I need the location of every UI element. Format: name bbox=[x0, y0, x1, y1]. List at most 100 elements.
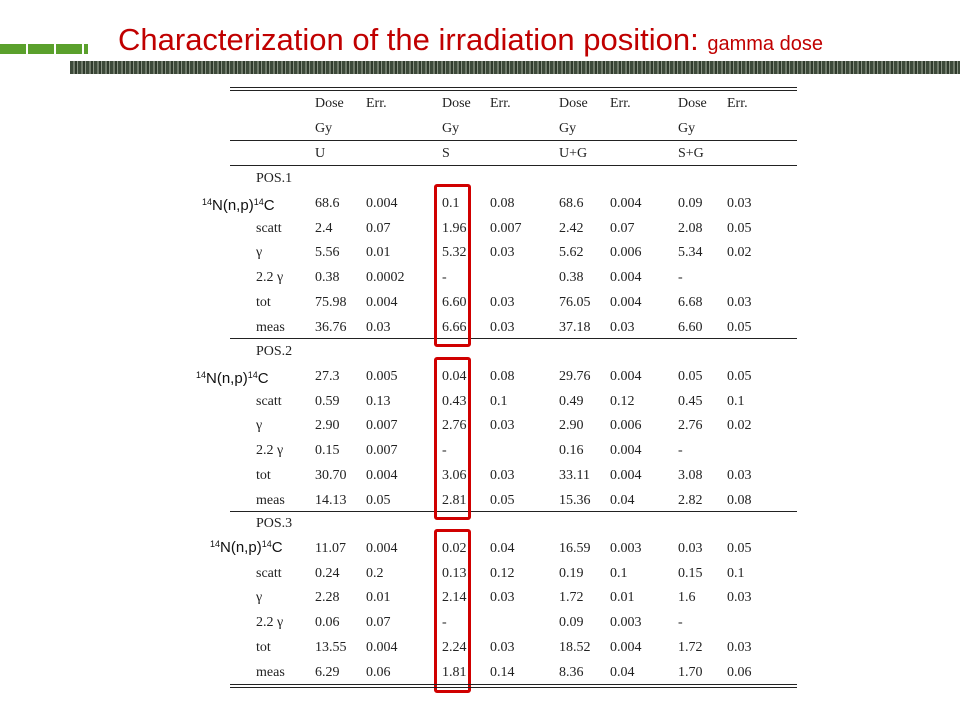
table-cell: 0.01 bbox=[366, 245, 391, 260]
slide-title-sub: gamma dose bbox=[707, 33, 823, 55]
table-cell: 3.08 bbox=[678, 468, 703, 483]
table-cell: 0.1 bbox=[490, 394, 508, 409]
table-cell: 0.0002 bbox=[366, 270, 405, 285]
table-cell: 0.004 bbox=[610, 270, 642, 285]
header-cell: Err. bbox=[366, 96, 387, 111]
decorative-header-bar bbox=[70, 61, 960, 74]
table-cell: 0.006 bbox=[610, 418, 642, 433]
table-cell: - bbox=[678, 443, 683, 458]
table-cell: 0.2 bbox=[366, 566, 384, 581]
row-label: tot bbox=[256, 468, 271, 483]
table-cell: 0.003 bbox=[610, 615, 642, 630]
table-cell: 0.07 bbox=[366, 221, 391, 236]
table-cell: 0.07 bbox=[610, 221, 635, 236]
table-cell: 68.6 bbox=[315, 196, 340, 211]
table-cell: 0.01 bbox=[610, 590, 635, 605]
header-cell: Gy bbox=[315, 121, 333, 136]
table-cell: 0.15 bbox=[315, 443, 340, 458]
table-cell: 33.11 bbox=[559, 468, 590, 483]
table-cell: 0.004 bbox=[610, 468, 642, 483]
green-accent-bar bbox=[0, 44, 88, 54]
table-cell: 14.13 bbox=[315, 493, 347, 508]
table-cell: - bbox=[442, 615, 447, 630]
table-cell: 0.005 bbox=[366, 369, 398, 384]
table-cell: 0.004 bbox=[366, 541, 398, 556]
section-divider bbox=[230, 511, 797, 512]
table-cell: 0.38 bbox=[315, 270, 340, 285]
table-cell: 0.15 bbox=[678, 566, 703, 581]
table-cell: 0.43 bbox=[442, 394, 467, 409]
table-cell: 0.04 bbox=[490, 541, 515, 556]
table-cell: 2.4 bbox=[315, 221, 333, 236]
table-cell: 0.1 bbox=[610, 566, 628, 581]
table-cell: 0.03 bbox=[490, 295, 515, 310]
table-cell: 0.05 bbox=[727, 320, 752, 335]
table-cell: 6.66 bbox=[442, 320, 467, 335]
table-cell: 0.07 bbox=[366, 615, 391, 630]
table-cell: 0.12 bbox=[610, 394, 635, 409]
table-cell: 0.004 bbox=[610, 369, 642, 384]
table-cell: 0.05 bbox=[490, 493, 515, 508]
table-cell: 0.13 bbox=[442, 566, 467, 581]
header-cell: Gy bbox=[678, 121, 696, 136]
table-cell: 3.06 bbox=[442, 468, 467, 483]
table-cell: 2.90 bbox=[559, 418, 584, 433]
header-cell: Dose bbox=[315, 96, 344, 111]
table-cell: - bbox=[442, 270, 447, 285]
row-label: scatt bbox=[256, 221, 282, 236]
header-cell: S bbox=[442, 146, 450, 161]
table-cell: 0.004 bbox=[610, 196, 642, 211]
table-cell: 0.08 bbox=[490, 369, 515, 384]
table-cell: 0.02 bbox=[442, 541, 467, 556]
row-label: meas bbox=[256, 493, 285, 508]
table-cell: 0.05 bbox=[727, 541, 752, 556]
table-cell: 0.49 bbox=[559, 394, 584, 409]
table-cell: 15.36 bbox=[559, 493, 591, 508]
table-cell: 0.45 bbox=[678, 394, 703, 409]
row-label: 2.2 γ bbox=[256, 270, 284, 285]
table-cell: 0.004 bbox=[366, 468, 398, 483]
table-cell: 6.60 bbox=[678, 320, 703, 335]
row-label: scatt bbox=[256, 566, 282, 581]
table-cell: 0.03 bbox=[490, 468, 515, 483]
table-cell: 16.59 bbox=[559, 541, 591, 556]
table-cell: 0.14 bbox=[490, 665, 515, 680]
section-title: POS.3 bbox=[256, 516, 293, 531]
table-cell: 1.72 bbox=[678, 640, 703, 655]
table-top-rule bbox=[230, 87, 797, 88]
table-cell: 0.006 bbox=[610, 245, 642, 260]
table-cell: 0.06 bbox=[315, 615, 340, 630]
table-cell: 27.3 bbox=[315, 369, 340, 384]
table-cell: 8.36 bbox=[559, 665, 584, 680]
row-label: meas bbox=[256, 665, 285, 680]
table-cell: 2.28 bbox=[315, 590, 340, 605]
header-cell: Err. bbox=[727, 96, 748, 111]
table-cell: - bbox=[678, 270, 683, 285]
table-cell: 6.29 bbox=[315, 665, 340, 680]
section-divider bbox=[230, 338, 797, 339]
table-cell: 0.004 bbox=[610, 295, 642, 310]
row-label: scatt bbox=[256, 394, 282, 409]
reaction-label: 14N(n,p)14C bbox=[202, 197, 275, 214]
table-bottom-rule-2 bbox=[230, 687, 797, 688]
table-cell: 76.05 bbox=[559, 295, 591, 310]
table-cell: 0.01 bbox=[366, 590, 391, 605]
table-cell: 36.76 bbox=[315, 320, 347, 335]
table-cell: 0.03 bbox=[610, 320, 635, 335]
table-cell: 6.60 bbox=[442, 295, 467, 310]
table-cell: 5.32 bbox=[442, 245, 467, 260]
table-cell: 2.24 bbox=[442, 640, 467, 655]
table-bottom-rule bbox=[230, 684, 797, 685]
header-cell: Dose bbox=[559, 96, 588, 111]
table-cell: - bbox=[442, 443, 447, 458]
table-cell: 0.13 bbox=[366, 394, 391, 409]
row-label: meas bbox=[256, 320, 285, 335]
table-cell: 0.004 bbox=[610, 443, 642, 458]
table-cell: 0.09 bbox=[678, 196, 703, 211]
table-cell: 0.12 bbox=[490, 566, 515, 581]
table-cell: 5.34 bbox=[678, 245, 703, 260]
table-cell: 0.03 bbox=[727, 468, 752, 483]
table-cell: 0.59 bbox=[315, 394, 340, 409]
header-cell: Gy bbox=[442, 121, 460, 136]
row-label: γ bbox=[256, 418, 263, 433]
